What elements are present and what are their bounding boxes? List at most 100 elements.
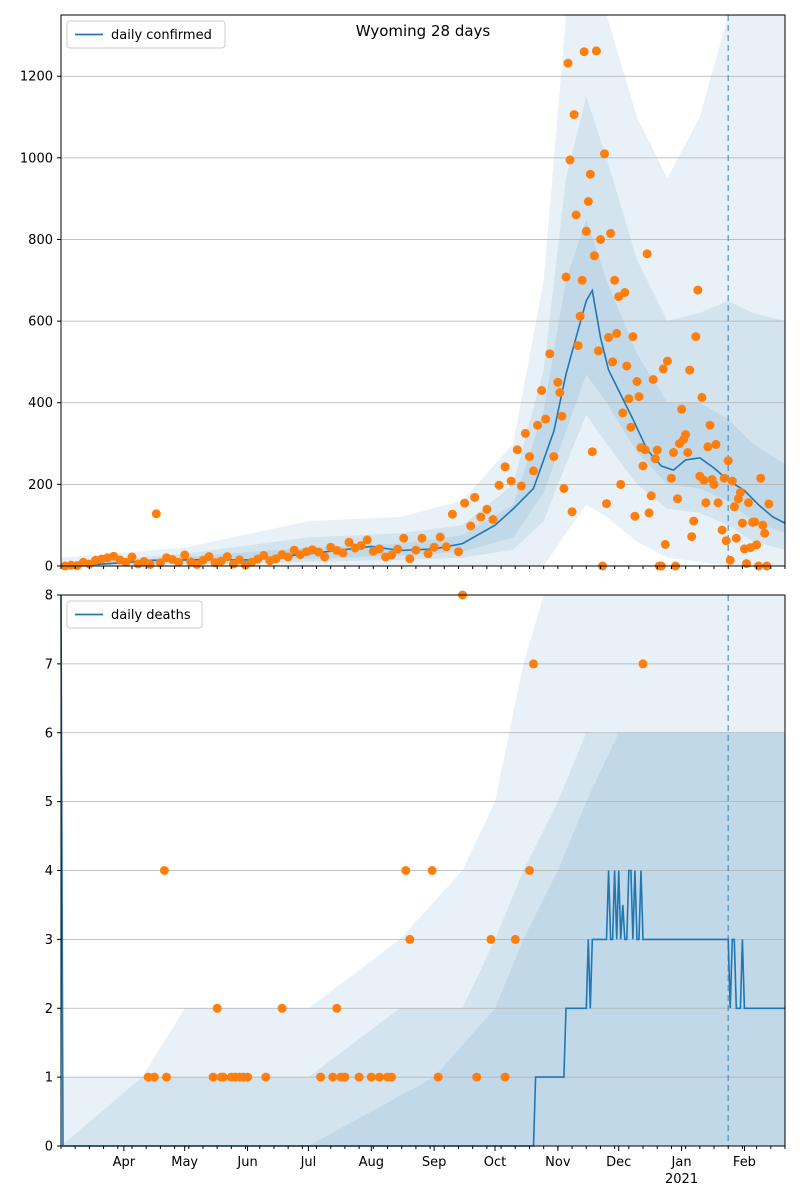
confirmed-point: [506, 476, 516, 486]
confirmed-point: [121, 557, 131, 567]
confirmed-point: [644, 508, 654, 518]
deaths-point: [261, 1072, 271, 1082]
confirmed-point: [405, 554, 415, 564]
confirmed-point: [482, 504, 492, 514]
deaths-point: [354, 1072, 364, 1082]
confirmed-point: [559, 484, 569, 493]
confirmed-point: [571, 210, 581, 220]
deaths-x-tick-label: Dec: [606, 1155, 631, 1170]
deaths-x-tick-label: Sep: [422, 1155, 447, 1170]
confirmed-x-axis: [60, 566, 786, 569]
confirmed-point: [683, 448, 693, 457]
confirmed-y-tick-label: 800: [28, 233, 53, 248]
confirmed-point: [691, 332, 701, 342]
confirmed-point: [488, 515, 498, 524]
confirmed-point: [606, 228, 616, 238]
confirmed-band-2: [61, 96, 785, 566]
confirmed-point: [648, 375, 658, 384]
deaths-point: [159, 866, 169, 875]
confirmed-legend-label: daily confirmed: [111, 28, 212, 43]
confirmed-point: [719, 473, 729, 483]
deaths-point: [243, 1072, 253, 1082]
confirmed-point: [662, 356, 672, 366]
confirmed-point: [604, 332, 614, 342]
confirmed-band-3: [61, 219, 785, 566]
confirmed-point: [616, 479, 626, 489]
confirmed-panel: 0 200 400 600 800 1000 1200 Wyoming 28 days da…: [20, 14, 786, 575]
deaths-x-tick-label: Nov: [545, 1155, 571, 1170]
confirmed-point: [610, 275, 620, 285]
confirmed-point: [687, 532, 697, 542]
confirmed-point: [561, 272, 571, 282]
confirmed-point: [555, 388, 565, 397]
confirmed-point: [435, 532, 445, 542]
confirmed-point: [520, 428, 530, 438]
confirmed-point: [652, 445, 662, 455]
confirmed-point: [685, 365, 695, 375]
deaths-observed-points: [143, 590, 648, 1082]
confirmed-point: [677, 404, 687, 414]
confirmed-legend-box: [66, 20, 226, 49]
deaths-y-tick-label: 6: [45, 726, 53, 741]
confirmed-point: [429, 542, 439, 552]
confirmed-point: [454, 547, 463, 557]
confirmed-point: [145, 559, 155, 569]
confirmed-point: [640, 445, 650, 455]
confirmed-point: [320, 552, 330, 562]
deaths-y-tick-label: 4: [45, 864, 53, 879]
deaths-x-tick-label: Jun: [236, 1155, 257, 1170]
deaths-y-tick-label: 0: [45, 1140, 53, 1155]
confirmed-point: [596, 235, 605, 244]
confirmed-point: [620, 288, 630, 297]
confirmed-point: [587, 447, 597, 457]
confirmed-point: [612, 328, 622, 338]
confirmed-point: [600, 149, 609, 159]
deaths-point: [218, 1072, 228, 1082]
confirmed-point: [222, 552, 232, 562]
deaths-y-tick-label: 3: [45, 933, 53, 948]
confirmed-point: [565, 155, 575, 165]
deaths-y-tick-label: 5: [45, 795, 53, 810]
chart-title: Wyoming 28 days: [356, 22, 491, 40]
confirmed-point: [589, 251, 599, 261]
confirmed-point: [622, 361, 632, 371]
confirmed-point: [731, 533, 741, 543]
confirmed-point: [646, 491, 656, 501]
confirmed-point: [204, 552, 214, 562]
deaths-band-2: [61, 732, 785, 1146]
confirmed-point: [525, 452, 534, 462]
confirmed-point: [577, 275, 587, 285]
confirmed-gridlines: [61, 75, 785, 485]
confirmed-point: [721, 536, 731, 546]
deaths-point: [405, 934, 415, 944]
deaths-point: [332, 1003, 342, 1013]
deaths-band-3: [61, 732, 785, 1146]
deaths-point: [500, 1072, 510, 1082]
confirmed-point: [681, 430, 691, 440]
deaths-point: [433, 1072, 443, 1082]
confirmed-point: [567, 507, 577, 517]
confirmed-point: [660, 539, 670, 549]
confirmed-point: [575, 311, 585, 321]
confirmed-legend: daily confirmed: [66, 20, 226, 49]
confirmed-point: [701, 498, 711, 508]
deaths-point: [529, 659, 538, 669]
confirmed-point: [569, 110, 579, 120]
confirmed-point: [630, 511, 640, 521]
confirmed-point: [742, 559, 751, 569]
x-axis-year-label: 2021: [665, 1172, 698, 1187]
confirmed-point: [750, 517, 760, 527]
deaths-point: [638, 659, 648, 669]
confirmed-point: [344, 537, 354, 547]
deaths-point: [328, 1072, 338, 1082]
confirmed-point: [516, 481, 526, 491]
confirmed-point: [356, 541, 366, 551]
confirmed-y-tick-label: 400: [28, 396, 53, 411]
confirmed-y-tick-label: 200: [28, 478, 53, 493]
deaths-point: [366, 1072, 376, 1082]
confirmed-point: [758, 520, 768, 530]
confirmed-point: [537, 386, 547, 395]
deaths-y-tick-label: 7: [45, 657, 53, 672]
confirmed-point: [338, 548, 348, 558]
